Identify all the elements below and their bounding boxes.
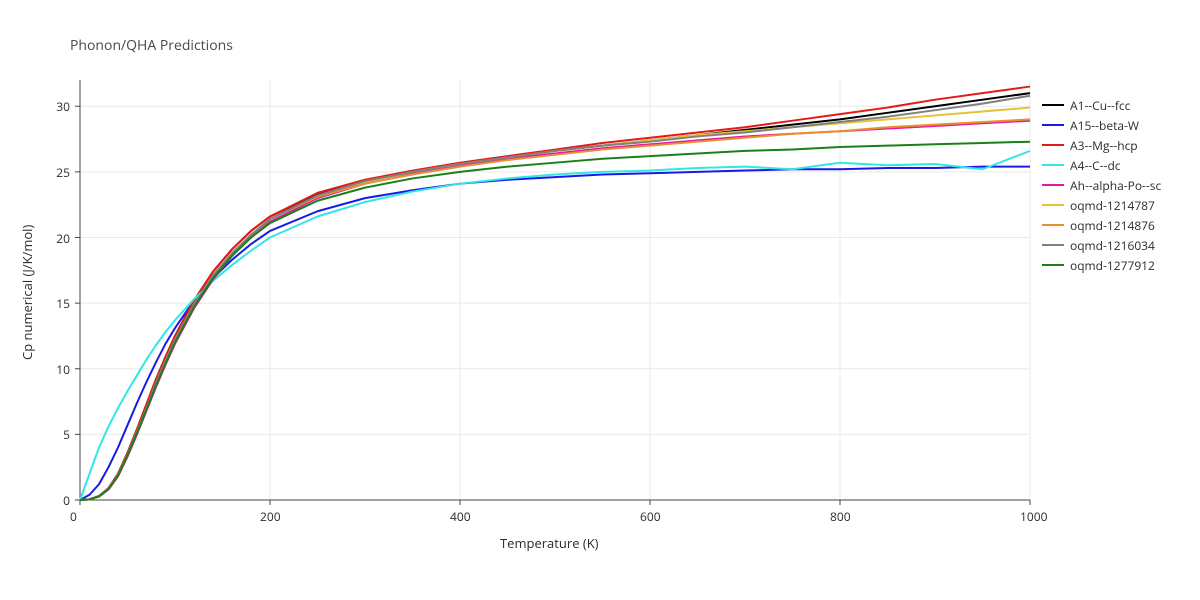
legend-label: oqmd-1216034: [1070, 237, 1155, 254]
series-line[interactable]: [80, 108, 1030, 500]
legend-swatch: [1042, 144, 1064, 146]
y-tick-label: 20: [56, 230, 70, 247]
y-tick-label: 30: [56, 98, 70, 115]
legend-label: A15--beta-W: [1070, 117, 1139, 134]
legend-label: A4--C--dc: [1070, 157, 1121, 174]
legend-item[interactable]: A4--C--dc: [1042, 155, 1161, 175]
chart-title: Phonon/QHA Predictions: [70, 36, 233, 55]
series-line[interactable]: [80, 96, 1030, 500]
legend-swatch: [1042, 264, 1064, 266]
x-tick-label: 400: [450, 508, 471, 525]
legend-item[interactable]: A15--beta-W: [1042, 115, 1161, 135]
x-tick-label: 1000: [1020, 508, 1047, 525]
legend-label: oqmd-1214787: [1070, 197, 1155, 214]
y-tick-label: 5: [63, 426, 70, 443]
legend-swatch: [1042, 104, 1064, 106]
legend-swatch: [1042, 124, 1064, 126]
x-tick-label: 600: [640, 508, 661, 525]
legend: A1--Cu--fcc A15--beta-W A3--Mg--hcp A4--C--…: [1042, 95, 1161, 275]
legend-item[interactable]: oqmd-1216034: [1042, 235, 1161, 255]
legend-label: oqmd-1277912: [1070, 257, 1155, 274]
series-line[interactable]: [80, 151, 1030, 500]
legend-swatch: [1042, 224, 1064, 226]
legend-swatch: [1042, 244, 1064, 246]
plot-svg: [80, 80, 1030, 500]
x-tick-label: 200: [260, 508, 281, 525]
series-line[interactable]: [80, 167, 1030, 500]
legend-label: Ah--alpha-Po--sc: [1070, 177, 1161, 194]
legend-item[interactable]: A1--Cu--fcc: [1042, 95, 1161, 115]
y-tick-label: 25: [56, 164, 70, 181]
plot-area: [80, 80, 1030, 500]
y-tick-label: 15: [56, 295, 70, 312]
x-tick-label: 0: [70, 508, 77, 525]
legend-swatch: [1042, 204, 1064, 206]
x-axis-label: Temperature (K): [500, 534, 599, 552]
x-tick-label: 800: [830, 508, 851, 525]
legend-swatch: [1042, 184, 1064, 186]
legend-item[interactable]: oqmd-1214876: [1042, 215, 1161, 235]
y-tick-label: 0: [63, 492, 70, 509]
legend-label: A1--Cu--fcc: [1070, 97, 1130, 114]
y-axis-label: Cp numerical (J/K/mol): [18, 225, 36, 360]
series-line[interactable]: [80, 142, 1030, 500]
legend-label: A3--Mg--hcp: [1070, 137, 1138, 154]
legend-item[interactable]: Ah--alpha-Po--sc: [1042, 175, 1161, 195]
legend-swatch: [1042, 164, 1064, 166]
legend-label: oqmd-1214876: [1070, 217, 1155, 234]
series-line[interactable]: [80, 87, 1030, 500]
y-tick-label: 10: [56, 361, 70, 378]
legend-item[interactable]: oqmd-1214787: [1042, 195, 1161, 215]
legend-item[interactable]: A3--Mg--hcp: [1042, 135, 1161, 155]
legend-item[interactable]: oqmd-1277912: [1042, 255, 1161, 275]
